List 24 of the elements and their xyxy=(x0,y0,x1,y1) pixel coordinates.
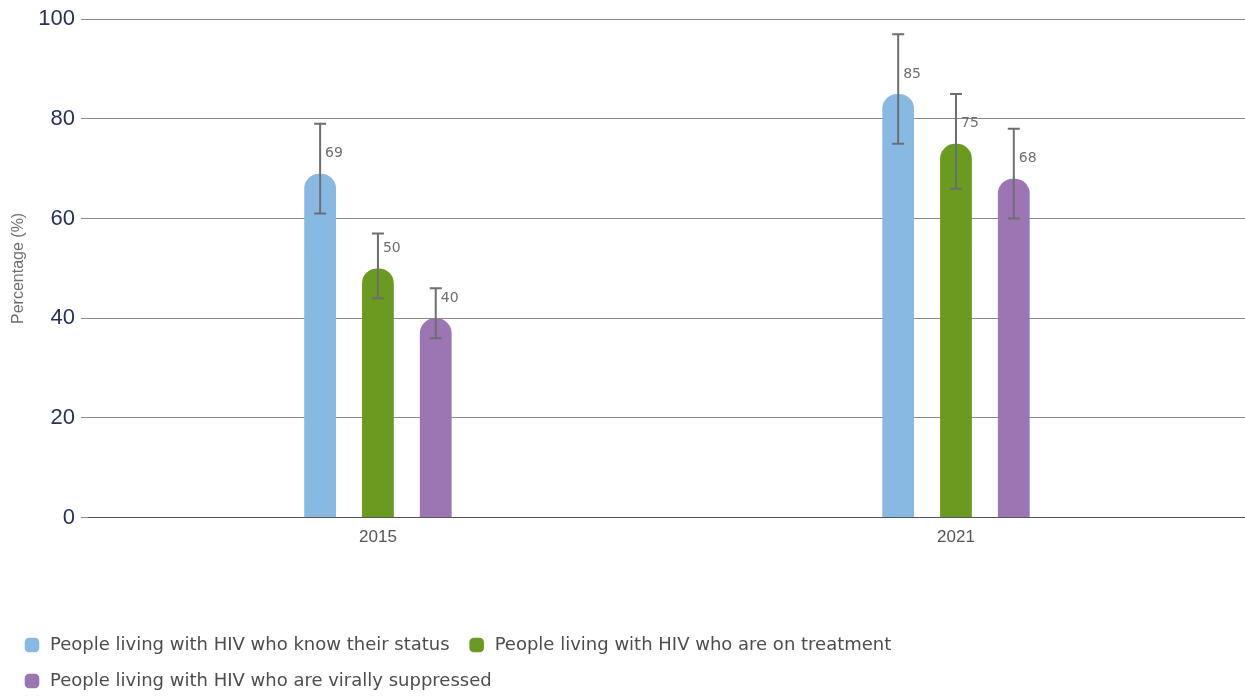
bar xyxy=(940,143,972,518)
bar xyxy=(362,268,394,518)
data-label: 85 xyxy=(903,64,921,81)
bar xyxy=(997,178,1030,518)
x-tick-label: 2021 xyxy=(937,527,975,547)
legend-label: People living with HIV who are virally suppressed xyxy=(50,668,492,690)
data-label: 69 xyxy=(325,144,343,161)
y-tick-label: 20 xyxy=(50,403,75,429)
y-tick-label: 100 xyxy=(38,5,75,31)
y-tick-label: 40 xyxy=(50,304,75,330)
legend-label: People living with HIV who know their status xyxy=(50,632,450,654)
legend-label: People living with HIV who are on treatment xyxy=(494,632,892,654)
bar xyxy=(419,318,452,518)
y-tick-label: 80 xyxy=(50,104,75,130)
y-tick-label: 60 xyxy=(50,204,75,230)
data-label: 75 xyxy=(960,114,979,131)
y-axis-title: Percentage (%) xyxy=(9,212,27,324)
x-tick-label: 2015 xyxy=(359,527,397,547)
data-label: 40 xyxy=(440,288,459,305)
data-label: 68 xyxy=(1018,149,1037,166)
bar xyxy=(882,93,915,518)
bar xyxy=(304,173,337,518)
data-label: 50 xyxy=(382,239,401,256)
y-tick-label: 0 xyxy=(62,503,75,529)
